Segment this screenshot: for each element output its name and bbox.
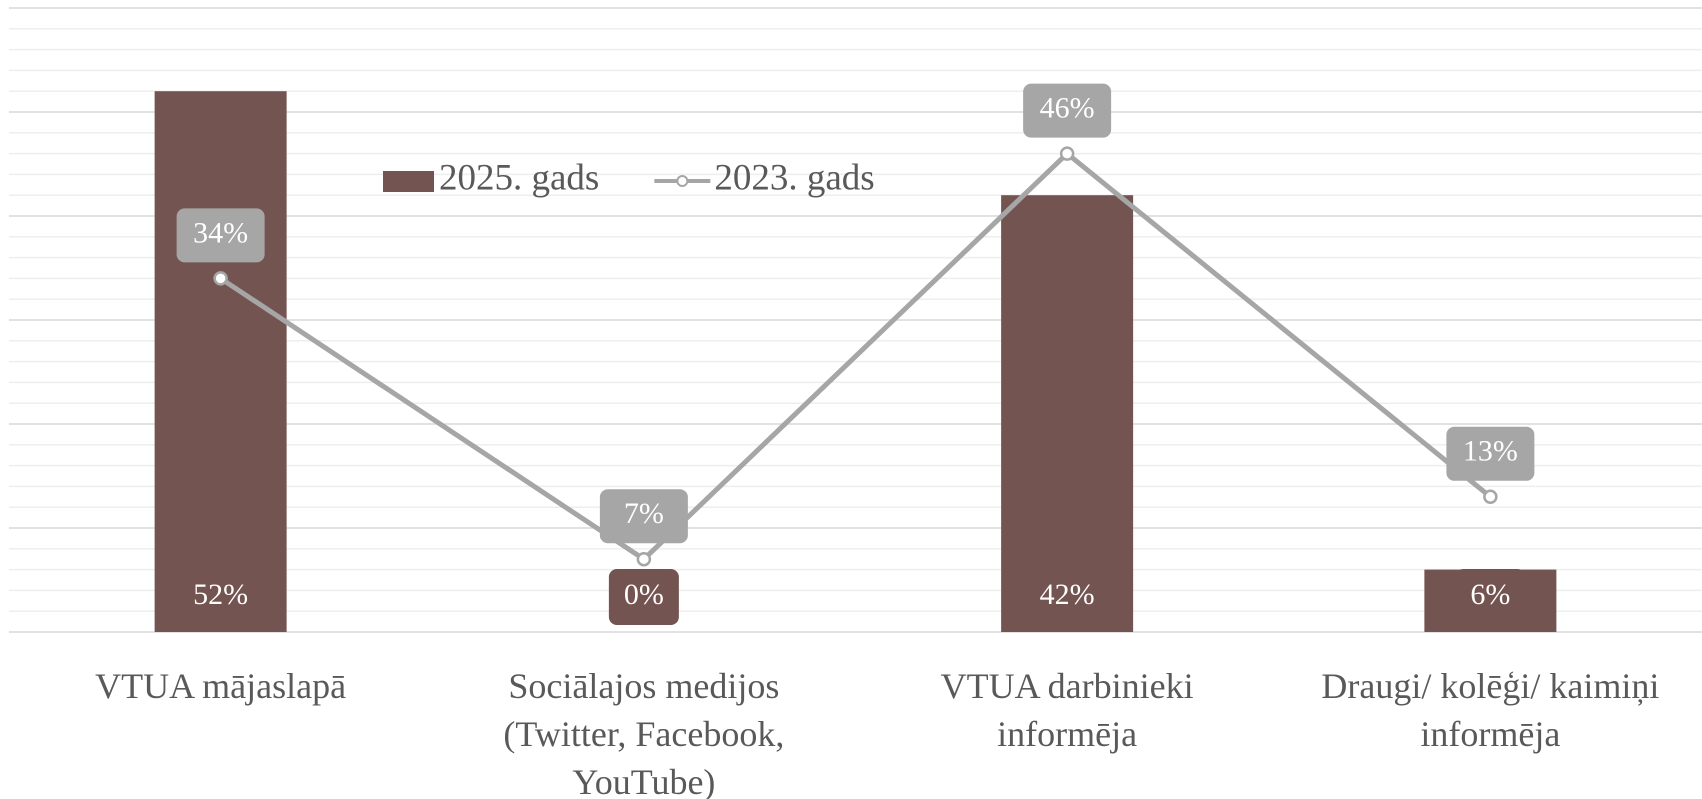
legend-marker (676, 175, 689, 187)
data-label: 42% (1040, 578, 1095, 611)
bar (154, 91, 287, 632)
data-label-box (1023, 83, 1112, 138)
data-label-box (176, 208, 265, 263)
data-label-box (1446, 426, 1535, 481)
data-label: 7% (624, 497, 664, 530)
bar (1001, 195, 1134, 632)
legend-label: 2025. gads (439, 157, 599, 198)
data-label-box (599, 489, 688, 544)
data-label: 0% (624, 578, 664, 611)
data-label: 6% (1470, 578, 1510, 611)
x-tick-label: VTUA darbinieki informēja (940, 666, 1194, 754)
line-point (1059, 146, 1075, 161)
data-label: 52% (193, 578, 248, 611)
x-tick-label: Draugi/ kolēģi/ kaimiņi informēja (1321, 666, 1660, 754)
x-tick-label: Sociālajos medijos (Twitter, Facebook, Y… (503, 666, 785, 799)
data-label: 46% (1040, 91, 1095, 124)
data-label-box (608, 569, 679, 625)
data-label: 34% (193, 216, 248, 249)
line (219, 150, 1492, 563)
line-point (636, 551, 652, 567)
legend-swatch (383, 171, 434, 192)
data-label: 13% (1463, 435, 1518, 468)
x-tick-label: VTUA mājaslapā (95, 666, 347, 706)
line-point (1483, 489, 1498, 505)
data-label-box (1455, 569, 1526, 625)
data-label-box (1032, 569, 1103, 625)
legend-label: 2023. gads (714, 157, 874, 198)
data-label-box (185, 569, 256, 625)
line-point (213, 271, 228, 286)
